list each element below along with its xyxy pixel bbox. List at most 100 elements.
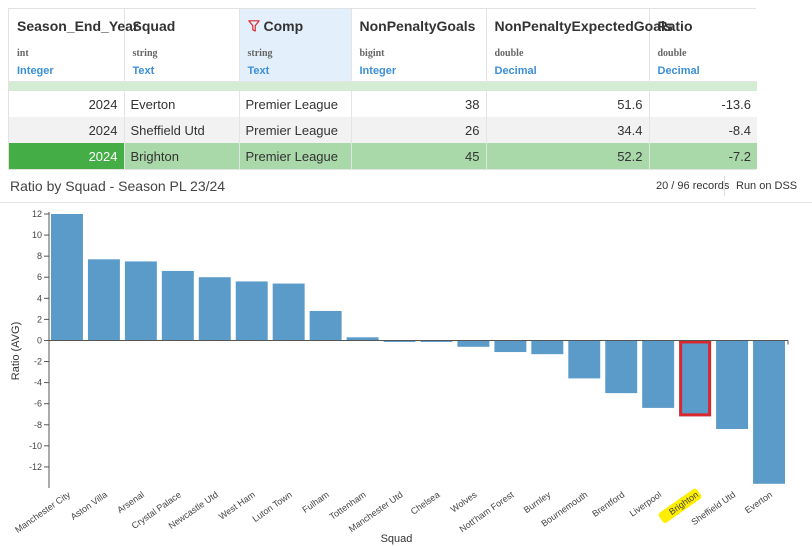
run-on-dss-button[interactable]: Run on DSS (736, 180, 798, 192)
x-tick-label: Arsenal (115, 489, 146, 515)
validity-bar (9, 81, 757, 91)
bar[interactable] (420, 340, 453, 342)
header-divider (724, 176, 725, 196)
table-cell[interactable]: 52.2 (486, 143, 650, 169)
column-meaning[interactable]: Integer (359, 65, 397, 77)
column-meaning[interactable]: Text (247, 65, 270, 77)
bar[interactable] (642, 340, 675, 408)
x-tick-label: Luton Town (251, 489, 294, 524)
column-header-season-end-year[interactable]: Season_End_Year int Integer (9, 9, 139, 82)
table-cell[interactable]: 2024 (9, 91, 125, 117)
table-cell[interactable]: 38 (351, 91, 487, 117)
column-header-squad[interactable]: Squad string Text (124, 9, 240, 82)
filter-funnel-icon[interactable] (247, 20, 260, 32)
table-cell[interactable]: 34.4 (486, 117, 650, 143)
x-label-group: Burnley (522, 489, 553, 515)
table-cell[interactable]: Premier League (239, 91, 352, 117)
table-cell[interactable]: -7.2 (649, 143, 757, 169)
column-name: Ratio (657, 18, 693, 34)
column-storage-type: double (657, 48, 687, 59)
x-tick-label: Aston Villa (69, 489, 109, 521)
x-label-group: Everton (743, 489, 774, 515)
x-label-group: Aston Villa (69, 489, 109, 521)
y-tick-label: -10 (29, 441, 42, 451)
column-meaning[interactable]: Decimal (657, 65, 700, 77)
x-tick-label: Manchester City (13, 489, 72, 535)
table-cell[interactable]: 2024 (9, 117, 125, 143)
table-cell[interactable]: -8.4 (649, 117, 757, 143)
bar[interactable] (457, 340, 490, 347)
table-cell[interactable]: Premier League (239, 143, 352, 169)
bar[interactable] (235, 281, 268, 341)
bar[interactable] (716, 340, 749, 429)
x-tick-label: Wolves (449, 489, 479, 514)
column-meaning[interactable]: Decimal (494, 65, 537, 77)
table-cell[interactable]: Brighton (124, 143, 240, 169)
bar[interactable] (568, 340, 601, 379)
table-row[interactable]: 2024 Everton Premier League 38 51.6 -13.… (9, 91, 757, 117)
y-tick-label: 12 (32, 209, 42, 219)
chart-bars (51, 214, 785, 484)
column-storage-type: string (247, 48, 273, 59)
column-meaning[interactable]: Integer (17, 65, 54, 77)
column-header-ratio[interactable]: Ratio double Decimal (649, 9, 757, 82)
y-tick-label: -8 (34, 420, 42, 430)
table-cell[interactable]: Everton (124, 91, 240, 117)
bar[interactable] (531, 340, 564, 355)
bar[interactable] (198, 277, 231, 341)
validity-bar-cell (9, 81, 757, 91)
column-storage-type: int (17, 48, 29, 59)
bar[interactable] (383, 340, 416, 342)
x-label-group: Chelsea (409, 489, 442, 516)
dataset-table: Season_End_Year int Integer Squad string… (8, 8, 757, 170)
bar[interactable] (51, 214, 83, 341)
y-tick-label: 2 (37, 314, 42, 324)
table-cell[interactable]: 2024 (9, 143, 125, 169)
x-label-group: Manchester City (13, 489, 72, 535)
column-header-nonpenaltygoals[interactable]: NonPenaltyGoals bigint Integer (351, 9, 487, 82)
y-tick-label: -4 (34, 378, 42, 388)
table-row[interactable]: 2024 Sheffield Utd Premier League 26 34.… (9, 117, 757, 143)
x-tick-label: Chelsea (409, 489, 442, 516)
label-highlight (658, 488, 702, 523)
bar[interactable] (494, 340, 527, 353)
bar[interactable] (309, 310, 342, 341)
x-axis-title: Squad (381, 533, 413, 545)
column-meaning[interactable]: Text (132, 65, 155, 77)
bar[interactable] (87, 259, 120, 341)
table-cell[interactable]: -13.6 (649, 91, 757, 117)
chart-header-divider (0, 202, 812, 203)
column-name: Season_End_Year (17, 18, 139, 34)
table-cell[interactable]: Sheffield Utd (124, 117, 240, 143)
y-tick-label: 0 (37, 335, 42, 345)
bar[interactable] (605, 340, 638, 394)
column-name: Comp (263, 18, 304, 34)
column-storage-type: string (132, 48, 158, 59)
column-storage-type: double (494, 48, 524, 59)
table-cell[interactable]: Premier League (239, 117, 352, 143)
column-header-nonpenaltyexpectedgoals[interactable]: NonPenaltyExpectedGoals double Decimal (486, 9, 673, 82)
y-tick-label: 8 (37, 251, 42, 261)
y-tick-label: 6 (37, 272, 42, 282)
table-cell[interactable]: 26 (351, 117, 487, 143)
bar[interactable] (272, 283, 305, 341)
x-tick-label: Burnley (522, 489, 553, 515)
table-cell[interactable]: 45 (351, 143, 487, 169)
column-header-comp[interactable]: Comp string Text (239, 9, 352, 82)
bar[interactable] (161, 270, 194, 341)
table-row-selected[interactable]: 2024 Brighton Premier League 45 52.2 -7.… (9, 143, 757, 169)
bar[interactable] (753, 340, 785, 484)
bar[interactable] (124, 261, 157, 341)
chart-axes: 12 10 8 6 4 2 0 -2 -4 -6 -8 -10 -12 (29, 209, 789, 488)
y-tick-label: 10 (32, 230, 42, 240)
x-label-group: Arsenal (115, 489, 146, 515)
column-storage-type: bigint (359, 48, 385, 59)
x-tick-label: Brighton (667, 489, 700, 516)
bar[interactable] (679, 340, 712, 417)
x-tick-label: Everton (743, 489, 774, 515)
table-cell[interactable]: 51.6 (486, 91, 650, 117)
bar[interactable] (346, 337, 379, 341)
x-tick-label: Fulham (300, 489, 330, 514)
